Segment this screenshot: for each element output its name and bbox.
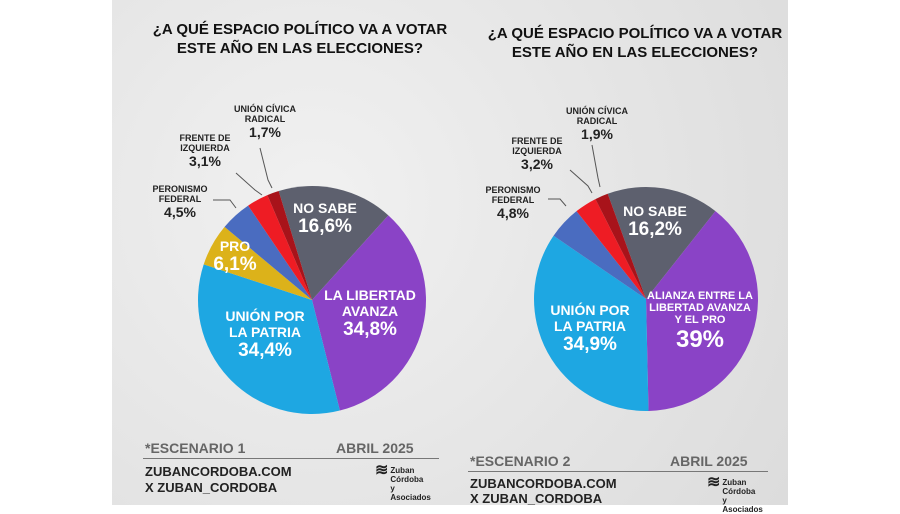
label-fit-1: FRENTE DE IZQUIERDA 3,1% [179,133,231,169]
x-handle-2[interactable]: X ZUBAN_CORDOBA [470,491,603,506]
zuban-logo-2: ≋ Zuban Córdoba y Asociados [707,474,763,514]
label-nosabe-2: NO SABE 16,2% [623,203,687,240]
site-link-2[interactable]: ZUBANCORDOBA.COM [470,476,617,491]
chart-title-1: ¿A QUÉ ESPACIO POLÍTICO VA A VOTAR ESTE … [152,21,448,57]
date-2: ABRIL 2025 [670,453,748,469]
pie-slice-peronismo-federal [553,211,646,299]
pie-slice-frente-de-izquierda [576,199,646,299]
zuban-logo-1: ≋ Zuban Córdoba y Asociados [375,462,431,503]
label-nosabe-1: NO SABE 16,6% [293,200,357,237]
label-lla-1: LA LIBERTAD AVANZA 34,8% [324,287,416,340]
site-link-1[interactable]: ZUBANCORDOBA.COM [145,464,292,479]
label-fit-2: FRENTE DE IZQUIERDA 3,2% [511,136,563,172]
x-handle-1[interactable]: X ZUBAN_CORDOBA [145,480,278,495]
label-peronismo-2: PERONISMO FEDERAL 4,8% [485,185,541,221]
label-ucr-2: UNIÓN CÍVICA RADICAL 1,9% [565,106,628,142]
label-alianza-2: ALIANZA ENTRE LA LIBERTAD AVANZA Y EL PR… [647,290,753,353]
chart-title-2: ¿A QUÉ ESPACIO POLÍTICO VA A VOTAR ESTE … [487,25,783,61]
label-ucr-1: UNIÓN CÍVICA RADICAL 1,7% [233,104,296,140]
pie-slice-alianza-entre-la-libertad-avanza-y-el-pro [646,211,758,411]
pie-slice-uni-n-c-vica-radical [595,193,646,299]
pie-slice-peronismo-federal [224,205,312,300]
label-uxp-2: UNIÓN POR LA PATRIA 34,9% [550,302,630,355]
label-pro-1: PRO 6,1% [213,238,257,275]
pie-slice-uni-n-por-la-patria [198,264,340,415]
pie-slice-pro [203,226,312,300]
divider-1 [143,458,439,459]
pie-slice-uni-n-c-vica-radical [267,190,312,300]
scenario-1: *ESCENARIO 1 [145,440,246,456]
pie-slice-no-sabe [607,187,716,299]
pie-scenario-1 [198,186,427,415]
pie-slice-la-libertad-avanza [312,215,427,411]
divider-2 [468,471,768,472]
label-uxp-1: UNIÓN POR LA PATRIA 34,4% [225,308,305,361]
date-1: ABRIL 2025 [336,440,414,456]
label-peronismo-1: PERONISMO FEDERAL 4,5% [152,184,208,220]
pie-slice-no-sabe [278,186,389,300]
scenario-2: *ESCENARIO 2 [470,453,571,469]
pie-scenario-2 [534,187,758,411]
leader-lines [213,144,601,209]
pie-slice-frente-de-izquierda [248,195,312,300]
pie-slice-uni-n-por-la-patria [534,235,649,411]
